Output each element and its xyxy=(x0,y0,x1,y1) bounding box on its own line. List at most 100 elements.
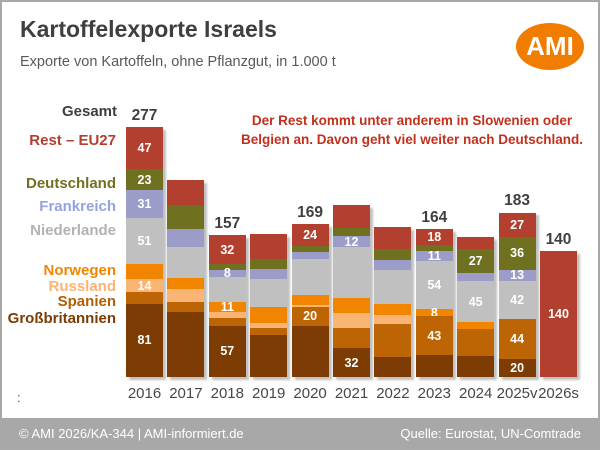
segment-2025v-Rest – EU27: 27 xyxy=(498,212,536,238)
segment-2025v-Spanien: 44 xyxy=(498,319,536,359)
segment-value-label: 36 xyxy=(510,246,525,261)
segment-2020-Deutschland xyxy=(291,246,329,252)
segment-2017-Großbritannien xyxy=(167,311,205,377)
segment-2018-Frankreich: 8 xyxy=(208,266,246,281)
segment-value-label: 32 xyxy=(220,242,235,257)
segment-2017-Norwegen xyxy=(167,277,205,289)
segment-2018-Norwegen: 11 xyxy=(208,300,246,315)
legend-item-niederlande: Niederlande xyxy=(30,222,116,239)
segment-2025v-Deutschland: 36 xyxy=(498,237,536,270)
segment-2020-Niederlande xyxy=(291,258,329,295)
segment-2023-Spanien: 43 xyxy=(415,316,453,356)
segment-2023-Niederlande: 54 xyxy=(415,260,453,310)
segment-value-label: 23 xyxy=(137,172,152,187)
segment-2016-Rest – EU27: 47 xyxy=(126,126,163,170)
page-title: Kartoffelexporte Israels xyxy=(20,16,277,42)
segment-2022-Niederlande xyxy=(374,269,412,304)
segment-2020-Rest – EU27: 24 xyxy=(291,224,329,247)
segment-2016-Frankreich: 31 xyxy=(126,190,163,219)
segment-value-label: 8 xyxy=(430,305,438,320)
legend-item-spanien: Spanien xyxy=(57,293,116,310)
bar-2026s: 140 xyxy=(540,250,577,377)
segment-2021-Deutschland xyxy=(333,228,370,237)
segment-2022-Russland xyxy=(374,314,412,324)
bar-2021: 32 12 xyxy=(333,205,370,377)
x-axis-label-2018: 2018 xyxy=(210,385,244,402)
segment-2022-Rest – EU27 xyxy=(374,227,412,249)
segment-value-label: 11 xyxy=(220,300,234,315)
x-axis-label-2026s: 2026s xyxy=(538,385,579,402)
x-axis-label-2016: 2016 xyxy=(127,385,162,402)
segment-2019-Rest – EU27 xyxy=(250,234,288,259)
annotation-line1: Der Rest kommt unter anderem in Slowenie… xyxy=(251,113,573,128)
x-axis-label-2025v: 2025v xyxy=(496,385,538,402)
segment-value-label: 8 xyxy=(223,266,231,281)
segment-2024-Niederlande: 45 xyxy=(457,281,495,322)
segment-value-label: 51 xyxy=(137,234,152,249)
segment-2018-Spanien xyxy=(208,318,246,326)
segment-2020-Frankreich xyxy=(291,251,329,259)
segment-2017-Spanien xyxy=(167,302,205,312)
segment-2024-Rest – EU27 xyxy=(457,237,495,249)
segment-2021-Niederlande xyxy=(333,246,370,298)
segment-2016-Niederlande: 51 xyxy=(126,218,163,265)
segment-2017-Russland xyxy=(167,288,205,303)
bar-2023: 43 8 54 11 18 xyxy=(415,228,453,377)
annotation-line2: Belgien an. Davon geht viel weiter nach … xyxy=(240,132,584,147)
segment-2016-Russland: 14 xyxy=(126,279,163,293)
segment-value-label: 54 xyxy=(427,277,442,292)
segment-2021-Frankreich: 12 xyxy=(333,234,370,249)
page-subtitle: Exporte von Kartoffeln, ohne Pflanzgut, … xyxy=(20,54,336,70)
stray-colon: : xyxy=(17,390,21,405)
segment-value-label: 24 xyxy=(303,228,318,243)
segment-2018-Großbritannien: 57 xyxy=(208,325,246,377)
segment-value-label: 57 xyxy=(220,344,235,359)
bar-2017 xyxy=(167,180,205,377)
chart-annotation: Der Rest kommt unter anderem in Slowenie… xyxy=(234,111,590,149)
legend-item-norwegen: Norwegen xyxy=(43,262,116,279)
segment-2026s-Rest – EU27: 140 xyxy=(540,250,577,377)
segment-value-label: 27 xyxy=(468,253,483,268)
segment-2025v-Niederlande: 42 xyxy=(498,281,536,320)
segment-2023-Deutschland xyxy=(415,245,453,251)
segment-2019-Frankreich xyxy=(250,268,288,279)
segment-value-label: 43 xyxy=(427,328,442,343)
segment-2023-Rest – EU27: 18 xyxy=(415,228,453,246)
total-label-2023: 164 xyxy=(421,208,448,226)
footer-bar: © AMI 2026/KA-344 | AMI-informiert.de Qu… xyxy=(2,418,598,448)
footer-copyright: © AMI 2026/KA-344 | AMI-informiert.de xyxy=(19,425,244,441)
segment-2019-Deutschland xyxy=(250,258,288,269)
x-axis-label-2020: 2020 xyxy=(293,385,327,402)
segment-value-label: 81 xyxy=(137,333,152,348)
segment-2022-Großbritannien xyxy=(374,357,412,377)
segment-2025v-Großbritannien: 20 xyxy=(498,358,536,377)
segment-value-label: 47 xyxy=(137,141,152,156)
segment-value-label: 12 xyxy=(344,234,359,249)
segment-value-label: 140 xyxy=(548,306,569,321)
segment-2021-Norwegen xyxy=(333,297,370,313)
legend-item-frankreich: Frankreich xyxy=(39,198,116,215)
segment-value-label: 27 xyxy=(510,217,525,232)
x-axis-label-2023: 2023 xyxy=(417,385,451,402)
segment-2023-Norwegen: 8 xyxy=(415,305,453,320)
total-label-2016: 277 xyxy=(131,106,158,124)
x-axis-label-2022: 2022 xyxy=(376,385,410,402)
segment-value-label: 45 xyxy=(468,294,483,309)
segment-2022-Norwegen xyxy=(374,303,412,315)
segment-2023-Frankreich: 11 xyxy=(415,248,453,263)
legend-item-deutschland: Deutschland xyxy=(25,175,116,192)
segment-2018-Rest – EU27: 32 xyxy=(208,235,246,265)
segment-value-label: 42 xyxy=(510,293,525,308)
segment-2017-Deutschland xyxy=(167,205,205,229)
segment-2025v-Frankreich: 13 xyxy=(498,269,536,282)
segment-2018-Russland xyxy=(208,311,246,319)
segment-value-label: 18 xyxy=(427,230,442,245)
legend-item-rest: Rest – EU27 xyxy=(29,132,116,149)
segment-value-label: 32 xyxy=(344,355,359,370)
segment-value-label: 11 xyxy=(427,248,441,263)
bar-2018: 57 11 8 32 xyxy=(208,235,246,377)
segment-value-label: 44 xyxy=(510,332,525,347)
segment-2021-Spanien xyxy=(333,328,370,349)
segment-2024-Norwegen xyxy=(457,321,495,330)
bar-2016: 81 14 51 31 23 47 xyxy=(126,126,163,377)
